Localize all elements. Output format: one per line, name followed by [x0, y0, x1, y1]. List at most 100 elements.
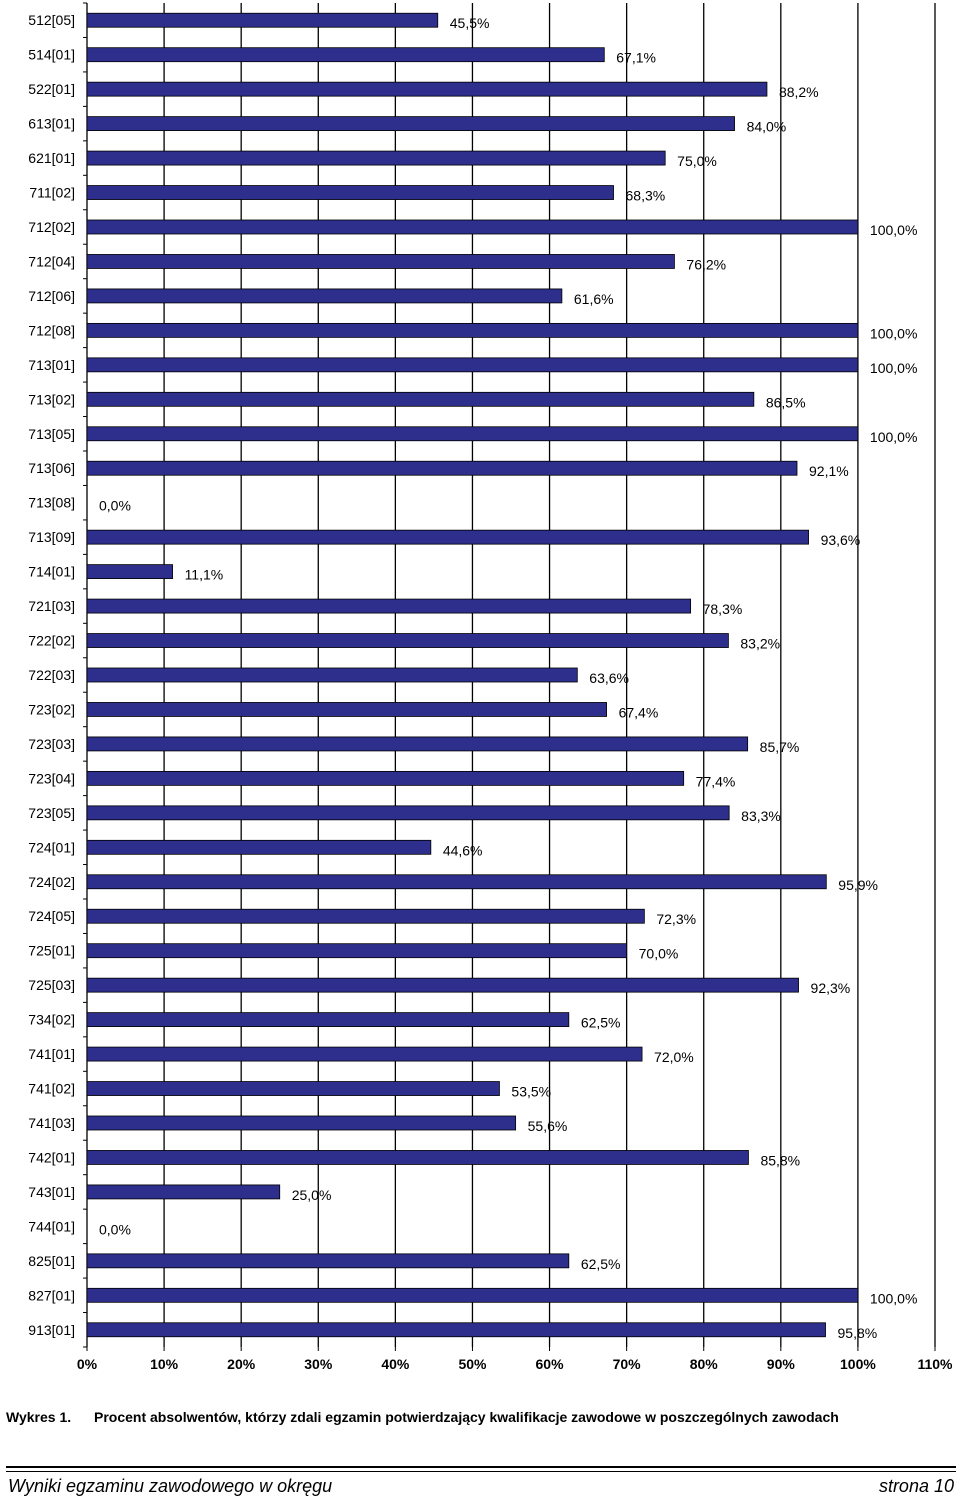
value-label: 86,5% — [766, 394, 806, 410]
category-label: 723[02] — [28, 701, 75, 717]
bar-725[03] — [86, 977, 799, 993]
value-label: 84,0% — [747, 119, 787, 135]
value-label: 44,6% — [443, 842, 483, 858]
bar-722[02] — [86, 633, 729, 648]
x-tick-label: 20% — [227, 1356, 256, 1372]
value-label: 63,6% — [589, 670, 629, 686]
bar-913[01] — [86, 1322, 826, 1338]
category-label: 725[03] — [28, 977, 75, 993]
bar-512[05] — [86, 12, 439, 28]
caption-text: Procent absolwentów, którzy zdali egzami… — [94, 1409, 839, 1425]
bar-722[03] — [86, 667, 578, 683]
bar-723[04] — [86, 770, 685, 786]
footer-title: Wyniki egzaminu zawodowego w okręgu — [8, 1476, 333, 1496]
value-label: 67,4% — [619, 704, 659, 720]
x-tick-label: 10% — [150, 1356, 179, 1372]
x-tick-label: 90% — [767, 1356, 796, 1372]
bar-712[08] — [86, 322, 859, 338]
value-label: 45,5% — [450, 15, 490, 31]
bar-741[03] — [86, 1115, 517, 1131]
x-tick-label: 50% — [458, 1356, 487, 1372]
bar-713[02] — [86, 391, 755, 407]
value-label: 83,2% — [740, 636, 780, 652]
bar-743[01] — [86, 1184, 281, 1200]
bar-741[02] — [86, 1081, 500, 1096]
bar-724[02] — [86, 874, 827, 890]
value-label: 92,1% — [809, 463, 849, 479]
category-label: 741[02] — [28, 1081, 75, 1097]
x-tick-label: 110% — [917, 1356, 953, 1372]
category-label: 724[02] — [28, 874, 75, 890]
value-label: 100,0% — [870, 325, 917, 341]
bar-712[06] — [86, 288, 563, 304]
category-label: 741[01] — [28, 1046, 75, 1062]
bar-713[05] — [86, 426, 859, 442]
labels: 0% 10% 20% 30% 40% 50% 60% 70% 80% 90% 100% 110% 512… — [28, 12, 953, 1372]
value-label: 0,0% — [99, 498, 131, 514]
value-label: 11,1% — [185, 567, 224, 583]
footer-rule-thin — [6, 1471, 956, 1472]
value-label: 92,3% — [811, 980, 851, 996]
category-label: 827[01] — [28, 1287, 75, 1303]
value-label: 62,5% — [581, 1256, 621, 1272]
value-label: 83,3% — [741, 808, 781, 824]
figure-caption: Wykres 1. Procent absolwentów, którzy zda… — [6, 1409, 956, 1425]
category-label: 723[04] — [28, 770, 75, 786]
category-label: 744[01] — [28, 1218, 75, 1234]
bar-724[01] — [86, 839, 432, 855]
x-tick-label: 40% — [381, 1356, 410, 1372]
value-label: 88,2% — [779, 84, 819, 100]
category-label: 512[05] — [28, 12, 75, 28]
value-label: 95,8% — [838, 1325, 878, 1341]
value-label: 85,8% — [760, 1152, 800, 1168]
x-tick-label: 70% — [613, 1356, 642, 1372]
category-label: 621[01] — [28, 150, 75, 166]
value-label: 100,0% — [870, 429, 917, 445]
category-label: 713[05] — [28, 426, 75, 442]
category-label: 724[05] — [28, 908, 75, 924]
value-label: 55,6% — [528, 1118, 568, 1134]
bar-721[03] — [86, 598, 692, 614]
bar-712[04] — [86, 254, 675, 269]
category-label: 742[01] — [28, 1149, 75, 1165]
value-label: 100,0% — [870, 222, 917, 238]
category-label: 713[02] — [28, 391, 75, 407]
bar-827[01] — [86, 1287, 859, 1303]
caption-prefix: Wykres 1. — [6, 1409, 72, 1425]
footer-rule — [6, 1466, 956, 1472]
category-label: 722[03] — [28, 667, 75, 683]
bar-713[06] — [86, 460, 798, 476]
bar-613[01] — [86, 116, 735, 132]
x-tick-label: 60% — [536, 1356, 565, 1372]
value-label: 77,4% — [696, 773, 736, 789]
category-label: 734[02] — [28, 1012, 75, 1028]
bar-724[05] — [86, 908, 645, 924]
bar-723[03] — [86, 736, 749, 752]
bar-712[02] — [86, 219, 859, 235]
x-tick-label: 100% — [840, 1356, 876, 1372]
value-label: 25,0% — [292, 1187, 332, 1203]
category-label: 714[01] — [28, 564, 75, 580]
category-label: 712[04] — [28, 253, 75, 269]
category-label: 913[01] — [28, 1322, 75, 1338]
category-label: 522[01] — [28, 81, 75, 97]
bar-621[01] — [86, 150, 666, 166]
value-label: 93,6% — [821, 532, 861, 548]
value-label: 68,3% — [626, 188, 666, 204]
bar-514[01] — [86, 47, 605, 63]
category-label: 723[03] — [28, 736, 75, 752]
category-label: 743[01] — [28, 1184, 75, 1200]
bar-742[01] — [86, 1150, 749, 1165]
value-label: 100,0% — [870, 360, 917, 376]
bar-723[02] — [86, 702, 607, 717]
bar-711[02] — [86, 185, 614, 200]
category-label: 713[01] — [28, 357, 75, 373]
value-label: 76,2% — [686, 256, 726, 272]
value-label: 100,0% — [870, 1290, 917, 1306]
x-tick-label: 80% — [690, 1356, 719, 1372]
category-label: 725[01] — [28, 943, 75, 959]
category-label: 723[05] — [28, 805, 75, 821]
category-label: 825[01] — [28, 1253, 75, 1269]
value-label: 95,9% — [838, 877, 878, 893]
category-label: 712[08] — [28, 322, 75, 338]
